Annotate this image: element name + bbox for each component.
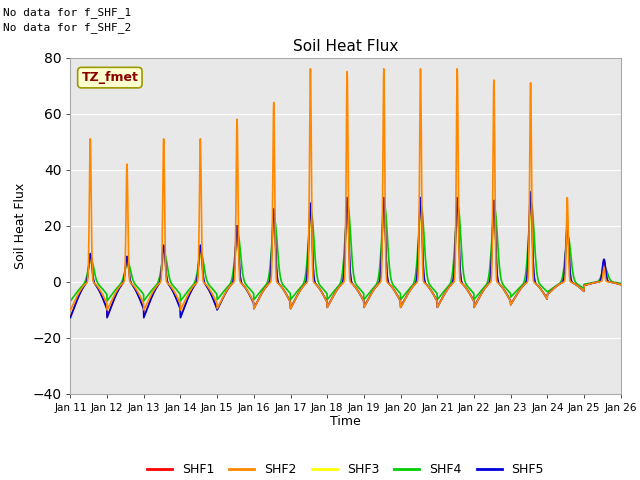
SHF4 xyxy=(220,288,228,294)
SHF3 xyxy=(220,293,228,299)
SHF5 xyxy=(617,282,625,288)
SHF2 xyxy=(568,280,576,286)
Line: SHF1: SHF1 xyxy=(70,195,621,317)
SHF4 xyxy=(617,280,625,286)
SHF4 xyxy=(362,295,369,300)
SHF4 xyxy=(527,200,535,206)
SHF4 xyxy=(568,266,576,272)
SHF2 xyxy=(374,282,381,288)
SHF3 xyxy=(568,280,576,286)
SHF1 xyxy=(527,192,534,198)
SHF5 xyxy=(527,189,534,195)
SHF4 xyxy=(67,298,74,304)
SHF3 xyxy=(584,282,591,288)
SHF2 xyxy=(617,282,625,288)
SHF4 xyxy=(506,289,513,295)
Line: SHF4: SHF4 xyxy=(70,203,621,301)
SHF3 xyxy=(617,282,625,288)
SHF2 xyxy=(220,293,228,299)
SHF3 xyxy=(67,315,74,321)
SHF1 xyxy=(220,293,228,299)
SHF1 xyxy=(568,279,576,285)
SHF3 xyxy=(506,296,513,301)
SHF5 xyxy=(506,296,513,301)
SHF3 xyxy=(373,282,381,288)
Text: No data for f_SHF_1: No data for f_SHF_1 xyxy=(3,7,131,18)
SHF5 xyxy=(568,279,576,285)
SHF1 xyxy=(67,314,74,320)
SHF5 xyxy=(362,302,369,308)
SHF1 xyxy=(362,301,369,307)
SHF4 xyxy=(584,281,591,287)
Title: Soil Heat Flux: Soil Heat Flux xyxy=(293,39,398,54)
SHF2 xyxy=(362,301,369,307)
SHF5 xyxy=(584,282,591,288)
X-axis label: Time: Time xyxy=(330,415,361,429)
SHF3 xyxy=(527,203,534,208)
SHF1 xyxy=(373,282,381,288)
Text: No data for f_SHF_2: No data for f_SHF_2 xyxy=(3,22,131,33)
SHF2 xyxy=(67,307,74,313)
Text: TZ_fmet: TZ_fmet xyxy=(81,71,138,84)
SHF4 xyxy=(374,279,381,285)
Legend: SHF1, SHF2, SHF3, SHF4, SHF5: SHF1, SHF2, SHF3, SHF4, SHF5 xyxy=(142,458,549,480)
Line: SHF2: SHF2 xyxy=(70,69,621,310)
Line: SHF5: SHF5 xyxy=(70,192,621,318)
SHF2 xyxy=(506,296,513,302)
SHF5 xyxy=(220,293,228,299)
SHF1 xyxy=(584,282,591,288)
SHF5 xyxy=(373,282,381,288)
SHF1 xyxy=(506,295,513,301)
SHF2 xyxy=(307,66,314,72)
Y-axis label: Soil Heat Flux: Soil Heat Flux xyxy=(13,182,27,269)
Line: SHF3: SHF3 xyxy=(70,205,621,318)
SHF3 xyxy=(362,302,369,308)
SHF5 xyxy=(67,315,74,321)
SHF4 xyxy=(103,298,111,304)
SHF2 xyxy=(584,282,591,288)
SHF1 xyxy=(617,282,625,288)
